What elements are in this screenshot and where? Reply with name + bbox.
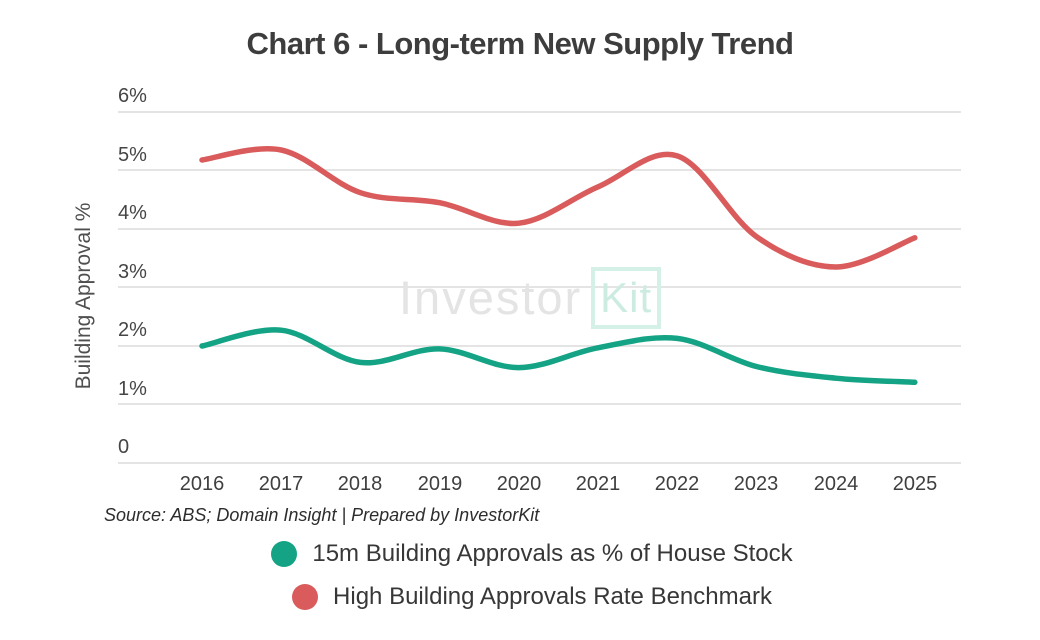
y-axis-title: Building Approval % — [72, 202, 95, 390]
y-tick-label: 1% — [118, 378, 147, 400]
series-line-1 — [199, 146, 918, 270]
gridline-5pct — [118, 169, 961, 171]
series-line-0 — [199, 327, 918, 386]
x-tick-label: 2022 — [654, 473, 700, 495]
gridline-0 — [118, 462, 961, 464]
x-tick-label: 2020 — [496, 473, 542, 495]
red-series-dot-icon — [292, 584, 319, 610]
gridline-6pct — [118, 111, 961, 113]
source-note: Source: ABS; Domain Insight | Prepared b… — [104, 505, 540, 525]
y-tick-label: 4% — [118, 202, 147, 224]
investorkit-watermark: Investor Kit — [399, 266, 662, 330]
watermark-kit-box: Kit — [591, 267, 662, 329]
x-tick-label: 2019 — [417, 473, 463, 495]
y-tick-label: 3% — [118, 261, 147, 283]
chart-legend: 15m Building Approvals as % of House Sto… — [24, 540, 1040, 611]
x-tick-label: 2016 — [179, 473, 225, 495]
x-tick-label: 2017 — [258, 473, 304, 495]
green-series-dot-icon — [271, 541, 298, 567]
legend-label: 15m Building Approvals as % of House Sto… — [312, 540, 793, 567]
legend-item-red-series: High Building Approvals Rate Benchmark — [292, 583, 772, 611]
y-tick-label: 0 — [118, 436, 130, 458]
legend-label: High Building Approvals Rate Benchmark — [333, 583, 772, 610]
y-tick-label: 2% — [118, 319, 147, 341]
x-tick-label: 2023 — [733, 473, 779, 495]
gridline-1pct — [118, 403, 961, 405]
x-tick-label: 2018 — [337, 473, 383, 495]
y-tick-label: 5% — [118, 144, 147, 166]
gridline-4pct — [118, 228, 961, 230]
chart-title: Chart 6 - Long-term New Supply Trend — [246, 26, 794, 61]
y-tick-label: 6% — [118, 85, 147, 107]
x-tick-label: 2021 — [575, 473, 621, 495]
x-tick-label: 2025 — [892, 473, 938, 495]
watermark-text-kit: Kit — [600, 274, 653, 321]
gridline-3pct — [118, 286, 961, 288]
legend-item-green-series: 15m Building Approvals as % of House Sto… — [271, 540, 793, 568]
watermark-text-investor: Investor — [399, 271, 583, 324]
gridline-2pct — [118, 345, 961, 347]
x-tick-label: 2024 — [813, 473, 859, 495]
